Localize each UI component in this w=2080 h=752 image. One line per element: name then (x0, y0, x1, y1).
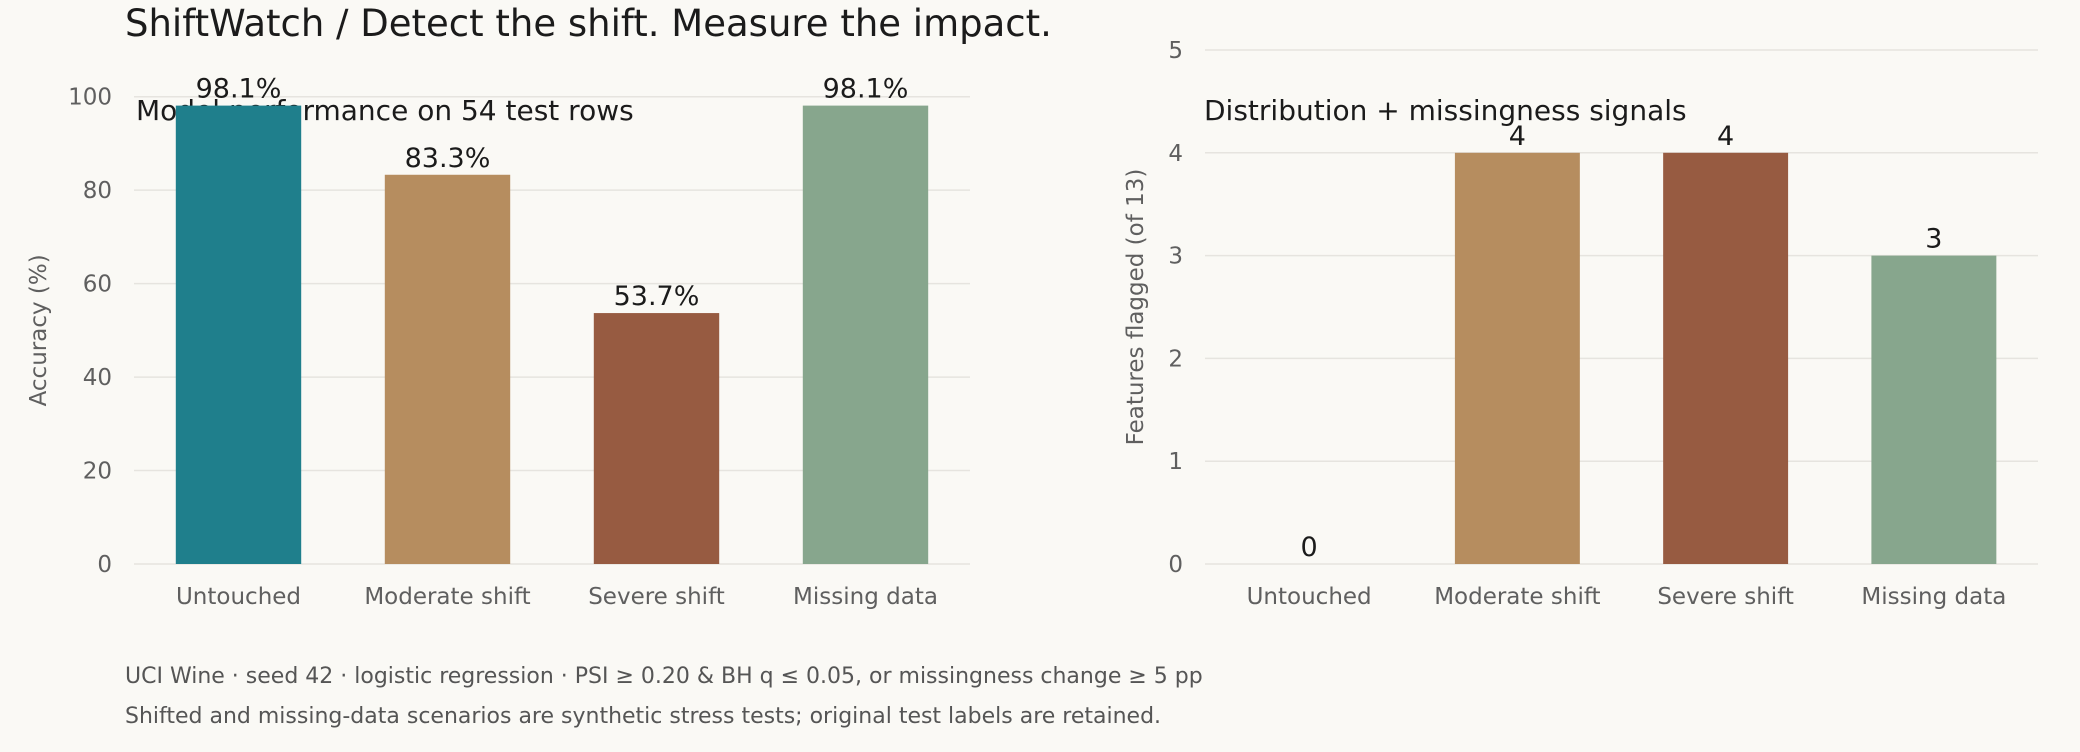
x-tick-label: Missing data (793, 584, 938, 610)
bar-missing-data (1871, 255, 1997, 564)
bar-moderate-shift (384, 174, 511, 564)
bar-moderate-shift (1454, 152, 1580, 565)
y-tick-label: 3 (1168, 244, 1183, 270)
chart-title: Distribution + missingness signals (1204, 94, 1687, 127)
y-tick-label: 1 (1168, 449, 1183, 475)
data-label: 98.1% (196, 74, 282, 105)
y-tick-label: 60 (83, 272, 112, 298)
data-label: 4 (1717, 121, 1734, 152)
flagged-features-chart: Distribution + missingness signals 0 1 2 3 4 5… (1123, 38, 2038, 610)
x-tick-label: Severe shift (588, 584, 725, 610)
bar-missing-data (802, 105, 929, 564)
y-tick-label: 4 (1168, 141, 1183, 167)
y-tick-label: 40 (83, 365, 112, 391)
y-axis-label: Features flagged (of 13) (1123, 169, 1149, 446)
x-tick-label: Moderate shift (364, 584, 530, 610)
bar-severe-shift (593, 313, 720, 564)
data-label: 4 (1509, 121, 1526, 152)
data-label: 53.7% (614, 281, 700, 312)
x-tick-label: Severe shift (1657, 584, 1794, 610)
y-tick-label: 0 (97, 552, 112, 578)
x-tick-label: Moderate shift (1434, 584, 1600, 610)
bar-untouched (175, 105, 302, 564)
x-tick-label: Missing data (1861, 584, 2006, 610)
y-tick-label: 2 (1168, 346, 1183, 372)
y-tick-label: 20 (83, 459, 112, 485)
y-tick-label: 5 (1168, 38, 1183, 64)
data-label: 98.1% (823, 74, 909, 105)
x-tick-label: Untouched (176, 584, 301, 610)
data-label: 0 (1301, 532, 1318, 563)
x-tick-label: Untouched (1247, 584, 1372, 610)
y-tick-label: 0 (1168, 552, 1183, 578)
accuracy-chart: Model performance on 54 test rows0204060… (26, 74, 970, 610)
page-title: ShiftWatch / Detect the shift. Measure t… (125, 2, 1052, 45)
data-label: 83.3% (405, 143, 491, 174)
bar-severe-shift (1663, 152, 1789, 565)
y-axis-label: Accuracy (%) (26, 254, 52, 406)
footnote-method: UCI Wine · seed 42 · logistic regression… (125, 664, 1203, 689)
y-tick-label: 80 (83, 178, 112, 204)
footnote-disclaimer: Shifted and missing-data scenarios are s… (125, 704, 1162, 729)
data-label: 3 (1925, 224, 1942, 255)
y-tick-label: 100 (68, 85, 112, 111)
